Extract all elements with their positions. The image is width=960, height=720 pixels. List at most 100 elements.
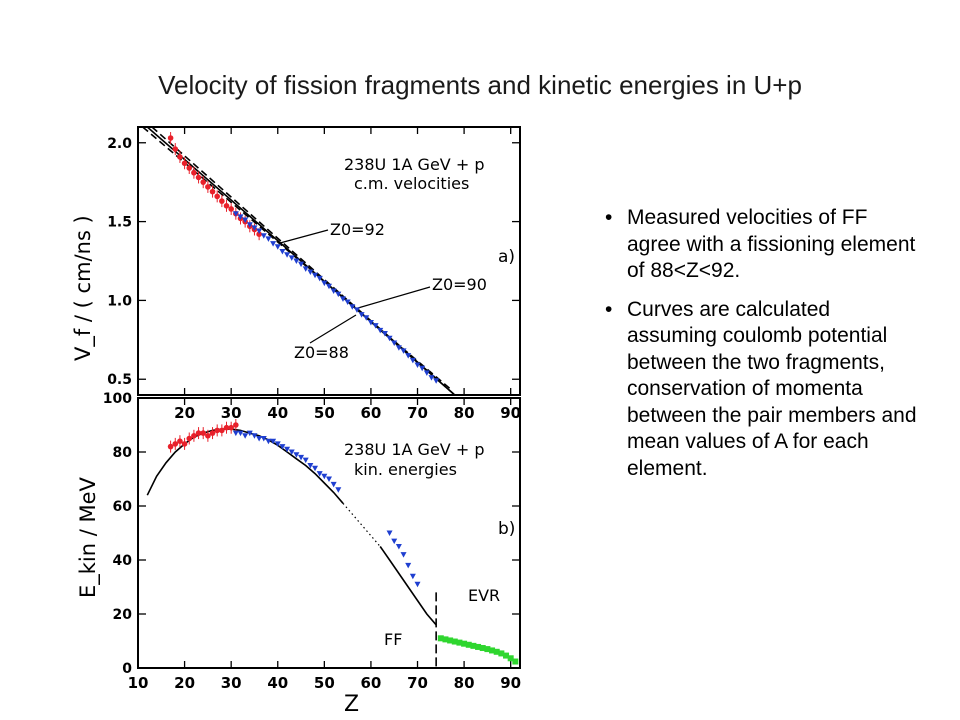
data-point [405, 353, 412, 359]
data-point [293, 258, 300, 264]
data-point [381, 331, 388, 337]
data-point [395, 345, 402, 351]
data-point [409, 573, 416, 580]
data-point [512, 658, 519, 665]
y-tick-label: 2.0 [107, 136, 132, 152]
data-point [447, 637, 454, 644]
data-point [442, 636, 449, 643]
data-point [400, 552, 407, 558]
data-point [507, 655, 514, 662]
y-tick-label: 100 [103, 391, 132, 407]
data-point [363, 315, 370, 321]
data-point [391, 340, 398, 346]
data-point [395, 544, 402, 550]
data-point [265, 236, 272, 242]
x-tick-label-top: 30 [221, 404, 242, 422]
data-point [414, 362, 421, 369]
data-point [400, 348, 407, 354]
data-point [330, 481, 337, 488]
data-point [326, 476, 332, 482]
data-point [377, 327, 384, 334]
data-point [386, 335, 393, 342]
data-point [298, 261, 305, 268]
panel-a-annotation-1: 238U 1A GeV + p [344, 155, 484, 174]
x-tick-label: 90 [500, 674, 521, 692]
data-point [409, 357, 416, 364]
data-point [489, 647, 496, 654]
y-tick-label: 80 [113, 445, 133, 461]
data-point [503, 652, 510, 659]
data-point [423, 370, 430, 376]
data-point [302, 266, 309, 272]
data-point [339, 296, 346, 302]
curve-label-z88: Z0=88 [294, 343, 349, 362]
data-point [428, 375, 435, 381]
data-point [326, 283, 332, 290]
panel-b-xlabel: Z [344, 692, 359, 715]
curve-label-z92: Z0=92 [330, 220, 385, 239]
data-point [437, 635, 444, 642]
data-point [419, 365, 426, 372]
fit-curve [342, 502, 381, 547]
data-point [484, 646, 491, 653]
leader-z92 [279, 229, 329, 244]
data-point [312, 272, 319, 279]
data-point [288, 255, 295, 261]
panel-b-annotation-1: 238U 1A GeV + p [344, 440, 484, 459]
data-point [358, 312, 365, 318]
panel-b-tag: b) [498, 519, 515, 539]
data-point [461, 640, 468, 647]
data-point [246, 222, 253, 228]
data-point [288, 449, 295, 455]
data-point [367, 319, 374, 326]
fit-curve [379, 546, 437, 626]
x-tick-label-top: 20 [174, 404, 195, 422]
data-point [479, 645, 486, 652]
data-point [251, 225, 258, 231]
data-point [260, 436, 267, 442]
panel-a-annotation-2: c.m. velocities [354, 174, 469, 193]
data-point [344, 299, 351, 305]
data-point [433, 378, 440, 384]
x-tick-label-top: 40 [267, 404, 288, 422]
data-point [279, 444, 286, 450]
bullet-list: Measured velocities of FF agree with a f… [605, 205, 925, 494]
data-point [298, 454, 305, 461]
x-tick-label-top: 50 [314, 404, 335, 422]
data-point [270, 438, 277, 445]
y-tick-label: 60 [113, 499, 133, 515]
y-tick-label: 40 [113, 553, 133, 569]
data-point [335, 487, 342, 493]
data-point [232, 211, 239, 217]
panel-a-ylabel: V_f / ( cm/ns ) [71, 215, 96, 361]
data-point [498, 650, 505, 657]
slide-title: Velocity of fission fragments and kineti… [158, 70, 802, 100]
region-label-evr: EVR [468, 586, 500, 605]
data-point [312, 465, 319, 472]
data-point [372, 323, 379, 329]
data-point [316, 471, 323, 477]
x-tick-label: 50 [314, 674, 335, 692]
data-point [330, 288, 337, 294]
data-point [232, 430, 239, 437]
figure: V_f / ( cm/ns ) 238U 1A GeV + p c.m. vel… [71, 126, 521, 715]
y-tick-label: 20 [113, 607, 133, 623]
panel-a-tag: a) [498, 247, 515, 267]
y-tick-label: 0 [122, 661, 132, 677]
region-label-ff: FF [384, 630, 402, 649]
data-point [274, 441, 281, 447]
data-point [251, 433, 258, 439]
data-point [353, 307, 360, 313]
data-point [451, 638, 458, 645]
data-point [237, 214, 244, 220]
data-point [414, 581, 421, 588]
data-point [475, 643, 482, 650]
data-point [284, 252, 291, 258]
data-point [391, 538, 398, 545]
data-point [274, 244, 281, 250]
data-point [237, 430, 244, 437]
data-point [256, 228, 263, 235]
data-point [465, 641, 472, 648]
data-point [456, 639, 463, 646]
data-point [470, 642, 477, 649]
